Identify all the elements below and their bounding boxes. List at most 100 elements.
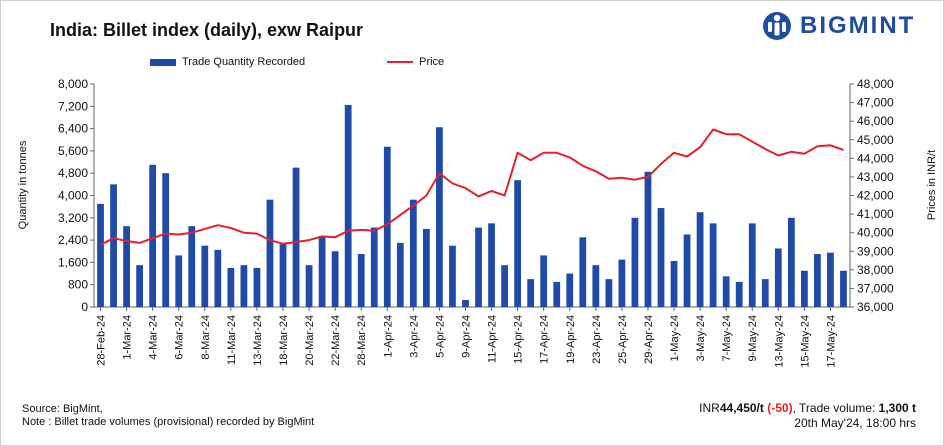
y-left-tick-label: 2,400 xyxy=(58,233,88,247)
y-left-tick-label: 6,400 xyxy=(58,122,88,136)
y-right-tick-label: 48,000 xyxy=(857,77,894,91)
volume-bar xyxy=(501,265,508,307)
x-tick-label: 1-Mar-24 xyxy=(122,315,134,360)
y-right-tick-label: 37,000 xyxy=(857,281,894,295)
volume-bar xyxy=(579,237,587,307)
volume-bar xyxy=(227,267,235,307)
x-tick-label: 15-Apr-24 xyxy=(513,315,525,364)
x-tick-label: 17-May-24 xyxy=(825,315,837,368)
y-right-tick-label: 40,000 xyxy=(857,226,894,240)
volume-bar xyxy=(592,265,600,307)
x-tick-label: 23-Apr-24 xyxy=(591,315,603,364)
volume-bar xyxy=(201,245,209,307)
y-left-tick-label: 4,000 xyxy=(58,189,88,203)
price-change: (-50) xyxy=(767,401,793,415)
volume-bar xyxy=(123,226,130,307)
volume-bar xyxy=(618,259,626,307)
volume-bar xyxy=(396,242,404,307)
x-tick-label: 1-May-24 xyxy=(669,315,681,361)
price-line xyxy=(100,128,844,246)
source-text: Source: BigMint, xyxy=(22,403,103,415)
y-right-tick-label: 41,000 xyxy=(857,207,894,221)
volume-bar xyxy=(787,217,795,307)
x-tick-label: 20-Mar-24 xyxy=(304,315,316,366)
brand-logo[interactable]: BIGMINT xyxy=(762,11,915,41)
volume-bar xyxy=(110,184,117,307)
y-right-tick-label: 39,000 xyxy=(857,244,894,258)
volume-bar xyxy=(305,265,313,307)
volume-bar xyxy=(722,276,730,307)
bigmint-logo-icon xyxy=(763,12,791,40)
x-tick-label: 29-Apr-24 xyxy=(643,315,655,364)
volume-bar xyxy=(696,212,704,307)
footer-price-summary: INR44,450/t (-50), Trade volume: 1,300 t… xyxy=(699,401,916,431)
x-tick-label: 28-Mar-24 xyxy=(356,315,368,366)
x-tick-label: 7-May-24 xyxy=(721,315,733,361)
volume-bar xyxy=(488,223,495,307)
volume-bar xyxy=(774,248,782,307)
legend-bar-label: Trade Quantity Recorded xyxy=(182,56,306,68)
x-tick-label: 22-Mar-24 xyxy=(330,315,342,366)
y-left-tick-label: 800 xyxy=(68,278,88,292)
volume-bar xyxy=(540,255,548,307)
x-tick-label: 11-Apr-24 xyxy=(487,315,499,363)
x-tick-label: 1-Apr-24 xyxy=(382,315,394,358)
y-right-tick-label: 46,000 xyxy=(857,114,894,128)
x-tick-label: 15-May-24 xyxy=(799,315,811,368)
volume-bar xyxy=(553,281,561,307)
volume-bar xyxy=(840,270,847,307)
volume-bar xyxy=(436,127,443,307)
volume-bar xyxy=(318,235,326,307)
legend-item-line: Price xyxy=(387,56,444,68)
volume-bar xyxy=(136,265,144,307)
x-tick-label: 4-Mar-24 xyxy=(148,315,160,360)
volume-bar xyxy=(240,265,248,307)
volume-bar xyxy=(357,254,365,307)
volume-bar xyxy=(383,146,391,307)
y-left-tick-label: 8,000 xyxy=(58,77,88,91)
x-tick-label: 13-May-24 xyxy=(773,315,785,368)
x-tick-label: 19-Apr-24 xyxy=(565,315,577,364)
volume-bar xyxy=(331,251,339,307)
x-tick-label: 5-Apr-24 xyxy=(434,315,446,358)
volume-bar xyxy=(631,217,639,307)
volume-bar xyxy=(292,167,300,307)
volume-bar xyxy=(814,254,821,307)
legend-line-label: Price xyxy=(419,56,445,68)
x-tick-label: 9-May-24 xyxy=(747,315,759,361)
y-right-tick-label: 38,000 xyxy=(857,263,894,277)
trade-volume-label: , Trade volume: xyxy=(792,401,876,415)
y-right-tick-label: 43,000 xyxy=(857,170,894,184)
volume-bar xyxy=(670,261,678,307)
x-tick-label: 6-Mar-24 xyxy=(174,315,186,360)
x-tick-label: 28-Feb-24 xyxy=(96,315,108,366)
volume-bar xyxy=(657,208,665,307)
y-right-tick-label: 45,000 xyxy=(857,133,894,147)
legend-line-swatch xyxy=(387,61,414,63)
brand-name: BIGMINT xyxy=(800,12,916,39)
x-tick-label: 11-Mar-24 xyxy=(226,315,238,365)
volume-bar xyxy=(475,227,482,307)
volume-bar xyxy=(800,270,808,307)
y-right-tick-label: 42,000 xyxy=(857,189,894,203)
x-tick-label: 3-May-24 xyxy=(695,315,707,361)
y-left-tick-label: 4,800 xyxy=(58,166,88,180)
x-tick-label: 25-Apr-24 xyxy=(617,315,629,364)
y-right-tick-label: 47,000 xyxy=(857,96,894,110)
note-text: Note : Billet trade volumes (provisional… xyxy=(22,416,315,428)
volume-bar xyxy=(605,279,613,307)
y-right-tick-label: 36,000 xyxy=(857,300,894,314)
volume-bar xyxy=(266,199,274,307)
legend-bar-swatch xyxy=(150,58,176,66)
y-left-tick-label: 1,600 xyxy=(58,255,88,269)
y-left-tick-label: 7,200 xyxy=(58,99,88,113)
volume-bar xyxy=(748,223,756,307)
x-tick-label: 8-Mar-24 xyxy=(200,315,212,360)
volume-bar xyxy=(566,273,574,307)
volume-bar xyxy=(462,300,469,307)
volume-bar xyxy=(644,171,652,307)
volume-bar xyxy=(422,228,430,307)
legend-item-bars: Trade Quantity Recorded xyxy=(150,56,305,68)
volume-bar xyxy=(761,279,769,307)
x-tick-label: 3-Apr-24 xyxy=(408,315,420,358)
